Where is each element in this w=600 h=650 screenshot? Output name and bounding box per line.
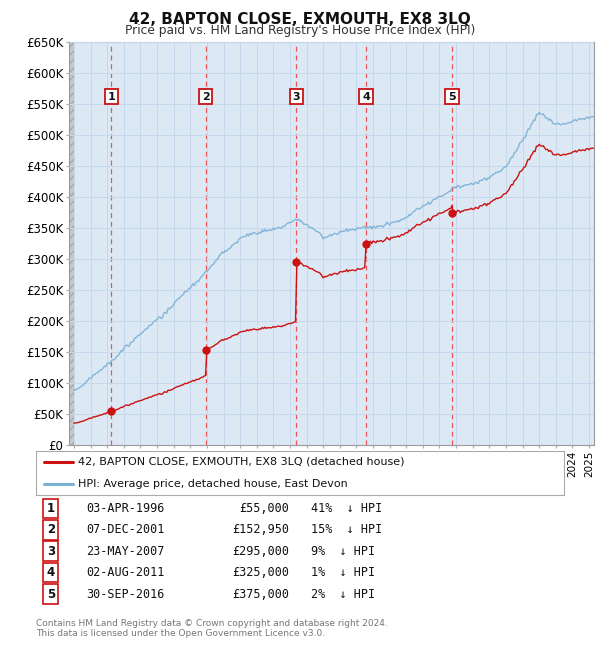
Text: 5: 5 xyxy=(47,588,55,601)
Text: 15%  ↓ HPI: 15% ↓ HPI xyxy=(311,523,382,536)
Text: 5: 5 xyxy=(448,92,456,101)
Text: 30-SEP-2016: 30-SEP-2016 xyxy=(86,588,164,601)
Text: 23-MAY-2007: 23-MAY-2007 xyxy=(86,545,164,558)
Text: £152,950: £152,950 xyxy=(232,523,289,536)
Text: £295,000: £295,000 xyxy=(232,545,289,558)
Text: 2: 2 xyxy=(47,523,55,536)
Text: £325,000: £325,000 xyxy=(232,566,289,579)
Text: 42, BAPTON CLOSE, EXMOUTH, EX8 3LQ (detached house): 42, BAPTON CLOSE, EXMOUTH, EX8 3LQ (deta… xyxy=(78,457,405,467)
Text: HPI: Average price, detached house, East Devon: HPI: Average price, detached house, East… xyxy=(78,479,348,489)
Text: 4: 4 xyxy=(47,566,55,579)
Text: 4: 4 xyxy=(362,92,370,101)
Text: £55,000: £55,000 xyxy=(239,502,289,515)
Text: £375,000: £375,000 xyxy=(232,588,289,601)
Text: 3: 3 xyxy=(293,92,300,101)
Text: 9%  ↓ HPI: 9% ↓ HPI xyxy=(311,545,374,558)
Text: 02-AUG-2011: 02-AUG-2011 xyxy=(86,566,164,579)
Text: 3: 3 xyxy=(47,545,55,558)
Text: 2: 2 xyxy=(202,92,209,101)
Text: 1: 1 xyxy=(47,502,55,515)
Text: 07-DEC-2001: 07-DEC-2001 xyxy=(86,523,164,536)
Text: 1: 1 xyxy=(107,92,115,101)
Text: 2%  ↓ HPI: 2% ↓ HPI xyxy=(311,588,374,601)
Text: 1%  ↓ HPI: 1% ↓ HPI xyxy=(311,566,374,579)
Text: Price paid vs. HM Land Registry's House Price Index (HPI): Price paid vs. HM Land Registry's House … xyxy=(125,24,475,37)
Text: Contains HM Land Registry data © Crown copyright and database right 2024.
This d: Contains HM Land Registry data © Crown c… xyxy=(36,619,388,638)
Text: 42, BAPTON CLOSE, EXMOUTH, EX8 3LQ: 42, BAPTON CLOSE, EXMOUTH, EX8 3LQ xyxy=(129,12,471,27)
Text: 03-APR-1996: 03-APR-1996 xyxy=(86,502,164,515)
Text: 41%  ↓ HPI: 41% ↓ HPI xyxy=(311,502,382,515)
